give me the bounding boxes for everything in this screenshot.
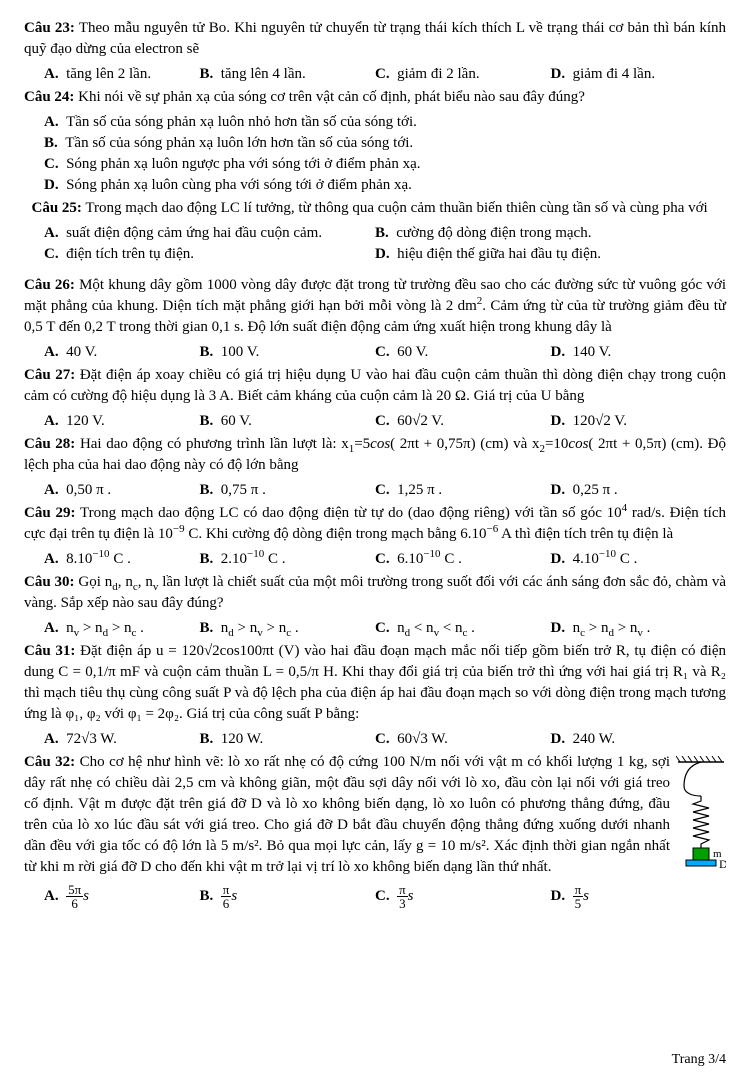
q30-opt-b: B. nd > nv > nc . bbox=[200, 618, 376, 639]
q24-opt-a: A. Tần số của sóng phản xạ luôn nhỏ hơn … bbox=[24, 112, 726, 133]
q32-label: Câu 32: bbox=[24, 754, 75, 770]
q25-label: Câu 25: bbox=[32, 200, 82, 216]
q29-opt-d: D. 4.10−10 C . bbox=[551, 549, 727, 570]
q31-opt-a: A. 72√3 W. bbox=[24, 729, 200, 750]
q26-opt-c: C. 60 V. bbox=[375, 342, 551, 363]
question-27: Câu 27: Đặt điện áp xoay chiều có giá tr… bbox=[24, 365, 726, 407]
q31-opt-b: B. 120 W. bbox=[200, 729, 376, 750]
q28-opt-d: D. 0,25 π . bbox=[551, 480, 727, 501]
q25-text: Trong mạch dao động LC lí tưởng, từ thôn… bbox=[82, 200, 708, 216]
q30-options: A. nv > nd > nc . B. nd > nv > nc . C. n… bbox=[24, 618, 726, 639]
q27-opt-a: A. 120 V. bbox=[24, 411, 200, 432]
question-30: Câu 30: Gọi nd, nc, nv lần lượt là chiết… bbox=[24, 572, 726, 614]
page-footer: Trang 3/4 bbox=[24, 1050, 726, 1070]
question-28: Câu 28: Hai dao động có phương trình lần… bbox=[24, 434, 726, 476]
q30-text: Gọi nd, nc, nv lần lượt là chiết suất củ… bbox=[24, 574, 726, 611]
q23-opt-c: C. giảm đi 2 lần. bbox=[375, 64, 551, 85]
q27-text: Đặt điện áp xoay chiều có giá trị hiệu d… bbox=[24, 367, 726, 404]
q24-label: Câu 24: bbox=[24, 89, 74, 105]
q27-label: Câu 27: bbox=[24, 367, 75, 383]
q29-opt-b: B. 2.10−10 C . bbox=[200, 549, 376, 570]
q29-t4: A thì điện tích trên tụ điện là bbox=[498, 526, 673, 542]
q29-t1: Trong mạch dao động LC có dao động điện … bbox=[75, 505, 621, 521]
q29-opt-c: C. 6.10−10 C . bbox=[375, 549, 551, 570]
q32-opt-b: B. π6s bbox=[200, 883, 376, 910]
q25-opt-c: C. điện tích trên tụ điện. bbox=[24, 244, 375, 265]
q23-opt-d: D. giảm đi 4 lần. bbox=[551, 64, 727, 85]
q25-opt-b: B. cường độ dòng điện trong mạch. bbox=[375, 223, 726, 244]
q24-opt-b: B. Tần số của sóng phản xạ luôn lớn hơn … bbox=[24, 133, 726, 154]
q32-opt-a: A. 5π6s bbox=[24, 883, 200, 910]
q32-opt-d: D. π5s bbox=[551, 883, 727, 910]
q32-options: A. 5π6s B. π6s C. π3s D. π5s bbox=[24, 883, 726, 910]
q24-opt-c: C. Sóng phản xạ luôn ngược pha với sóng … bbox=[24, 154, 726, 175]
q29-opt-a: A. 8.10−10 C . bbox=[24, 549, 200, 570]
question-25: Câu 25: Trong mạch dao động LC lí tưởng,… bbox=[24, 198, 726, 219]
q28-opt-c: C. 1,25 π . bbox=[375, 480, 551, 501]
q30-label: Câu 30: bbox=[24, 574, 75, 590]
question-23: Câu 23: Theo mẫu nguyên tử Bo. Khi nguyê… bbox=[24, 18, 726, 60]
q31-options: A. 72√3 W. B. 120 W. C. 60√3 W. D. 240 W… bbox=[24, 729, 726, 750]
q28-options: A. 0,50 π . B. 0,75 π . C. 1,25 π . D. 0… bbox=[24, 480, 726, 501]
q23-opt-a: A. tăng lên 2 lần. bbox=[24, 64, 200, 85]
q32-text: Cho cơ hệ như hình vẽ: lò xo rất nhẹ có … bbox=[24, 754, 670, 875]
question-32: Câu 32: Cho cơ hệ như hình vẽ: lò xo rất… bbox=[24, 752, 726, 878]
q31-opt-d: D. 240 W. bbox=[551, 729, 727, 750]
q24-opt-d: D. Sóng phản xạ luôn cùng pha với sóng t… bbox=[24, 175, 726, 196]
q24-text: Khi nói về sự phản xạ của sóng cơ trên v… bbox=[74, 89, 585, 105]
q28-label: Câu 28: bbox=[24, 436, 75, 452]
q31-opt-c: C. 60√3 W. bbox=[375, 729, 551, 750]
q30-opt-d: D. nc > nd > nv . bbox=[551, 618, 727, 639]
q27-opt-c: C. 60√2 V. bbox=[375, 411, 551, 432]
svg-text:D: D bbox=[719, 857, 726, 871]
q26-options: A. 40 V. B. 100 V. C. 60 V. D. 140 V. bbox=[24, 342, 726, 363]
q32-opt-c: C. π3s bbox=[375, 883, 551, 910]
q23-text: Theo mẫu nguyên tử Bo. Khi nguyên tử chu… bbox=[24, 20, 726, 57]
q26-label: Câu 26: bbox=[24, 277, 75, 293]
q31-text: Đặt điện áp u = 120√2cos100πt (V) vào ha… bbox=[24, 643, 726, 722]
q27-options: A. 120 V. B. 60 V. C. 60√2 V. D. 120√2 V… bbox=[24, 411, 726, 432]
q23-options: A. tăng lên 2 lần. B. tăng lên 4 lần. C.… bbox=[24, 64, 726, 85]
q25-options: A. suất điện động cảm ứng hai đầu cuộn c… bbox=[24, 223, 726, 265]
question-29: Câu 29: Trong mạch dao động LC có dao độ… bbox=[24, 503, 726, 545]
q31-label: Câu 31: bbox=[24, 643, 75, 659]
q25-opt-a: A. suất điện động cảm ứng hai đầu cuộn c… bbox=[24, 223, 375, 244]
q25-opt-d: D. hiệu điện thế giữa hai đầu tụ điện. bbox=[375, 244, 726, 265]
question-31: Câu 31: Đặt điện áp u = 120√2cos100πt (V… bbox=[24, 641, 726, 725]
q26-opt-a: A. 40 V. bbox=[24, 342, 200, 363]
q23-label: Câu 23: bbox=[24, 20, 75, 36]
question-24: Câu 24: Khi nói về sự phản xạ của sóng c… bbox=[24, 87, 726, 108]
spring-diagram: m D bbox=[676, 756, 726, 883]
question-26: Câu 26: Một khung dây gồm 1000 vòng dây … bbox=[24, 275, 726, 338]
q26-opt-d: D. 140 V. bbox=[551, 342, 727, 363]
q24-options: A. Tần số của sóng phản xạ luôn nhỏ hơn … bbox=[24, 112, 726, 196]
q28-text: Hai dao động có phương trình lần lượt là… bbox=[24, 436, 726, 473]
q29-label: Câu 29: bbox=[24, 505, 75, 521]
q30-opt-c: C. nd < nv < nc . bbox=[375, 618, 551, 639]
q27-opt-b: B. 60 V. bbox=[200, 411, 376, 432]
q30-opt-a: A. nv > nd > nc . bbox=[24, 618, 200, 639]
q28-opt-a: A. 0,50 π . bbox=[24, 480, 200, 501]
q23-opt-b: B. tăng lên 4 lần. bbox=[200, 64, 376, 85]
q27-opt-d: D. 120√2 V. bbox=[551, 411, 727, 432]
q28-opt-b: B. 0,75 π . bbox=[200, 480, 376, 501]
q26-opt-b: B. 100 V. bbox=[200, 342, 376, 363]
q29-t3: C. Khi cường độ dòng điện trong mạch bằn… bbox=[185, 526, 487, 542]
q29-options: A. 8.10−10 C . B. 2.10−10 C . C. 6.10−10… bbox=[24, 549, 726, 570]
question-32-block: m D Câu 32: Cho cơ hệ như hình vẽ: lò xo… bbox=[24, 752, 726, 878]
